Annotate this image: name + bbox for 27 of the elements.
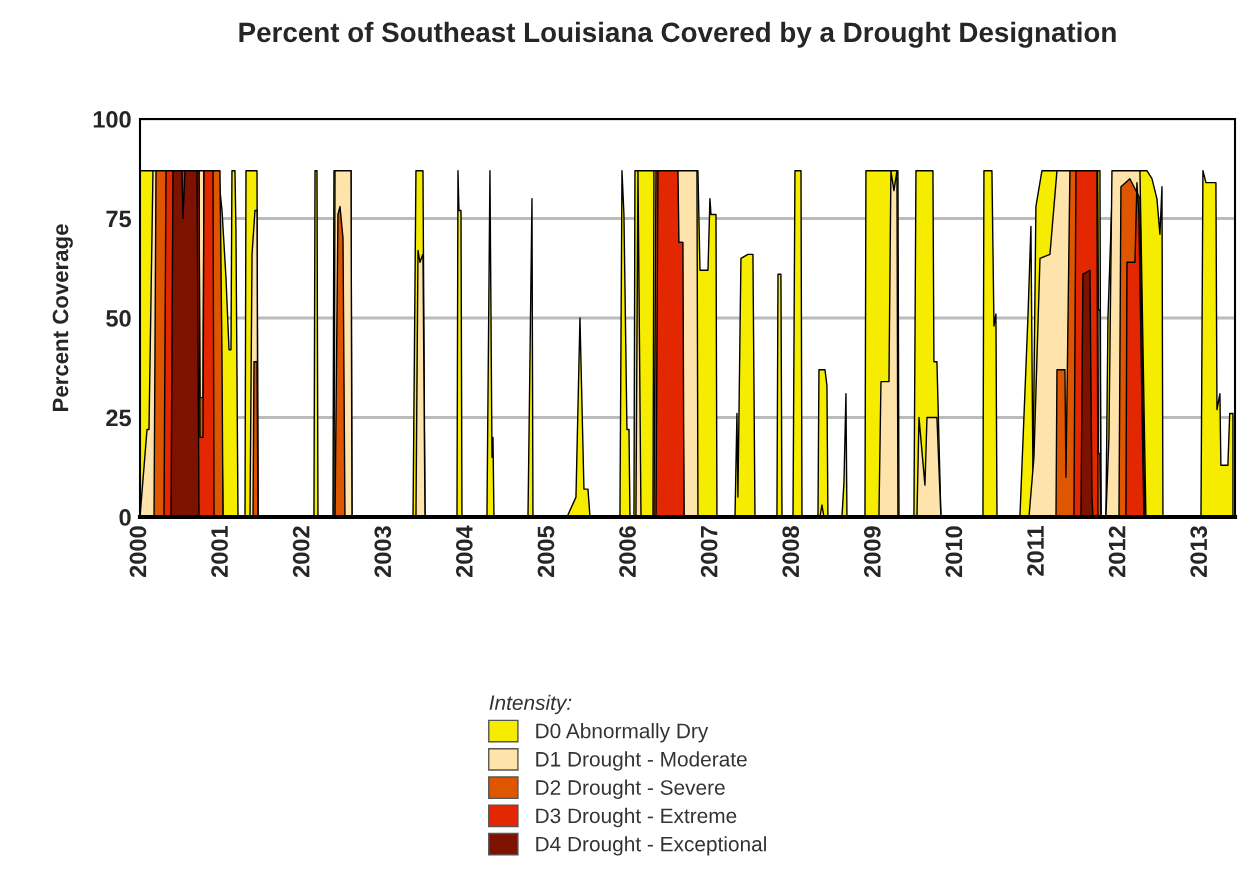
legend-label: D3 Drought - Extreme	[536, 807, 737, 828]
y-tick-label: 50	[106, 310, 131, 327]
y-tick-label: 75	[106, 210, 132, 228]
chart-title: Percent of Southeast Louisiana Covered by a Drought Designation	[239, 21, 1116, 48]
x-tick-label: 2002	[292, 526, 310, 578]
legend-label: D1 Drought - Moderate	[536, 751, 747, 771]
x-tick-label: 2000	[129, 526, 147, 578]
legend-label: D2 Drought - Severe	[536, 779, 725, 800]
legend-label: D0 Abnormally Dry	[536, 723, 709, 743]
x-tick-label: 2009	[863, 526, 881, 578]
x-tick-label: 2012	[1108, 526, 1126, 578]
x-tick-label: 2011	[1027, 525, 1044, 576]
x-tick-label: 2013	[1190, 526, 1208, 578]
x-tick-label: 2005	[537, 525, 555, 578]
legend-label: D4 Drought - Exceptional	[536, 836, 766, 856]
y-tick-label: 0	[119, 509, 131, 526]
x-tick-label: 2004	[456, 525, 473, 578]
x-tick-label: 2003	[374, 526, 392, 578]
y-tick-label: 25	[106, 409, 132, 427]
x-tick-label: 2007	[700, 526, 718, 578]
legend-title: Intensity:	[489, 694, 572, 715]
x-tick-label: 2008	[782, 526, 800, 578]
x-tick-label: 2010	[945, 526, 963, 578]
y-tick-label: 100	[93, 111, 131, 128]
x-tick-label: 2006	[619, 526, 636, 578]
x-tick-label: 2001	[211, 525, 228, 578]
y-axis-title: Percent Coverage	[52, 224, 73, 411]
